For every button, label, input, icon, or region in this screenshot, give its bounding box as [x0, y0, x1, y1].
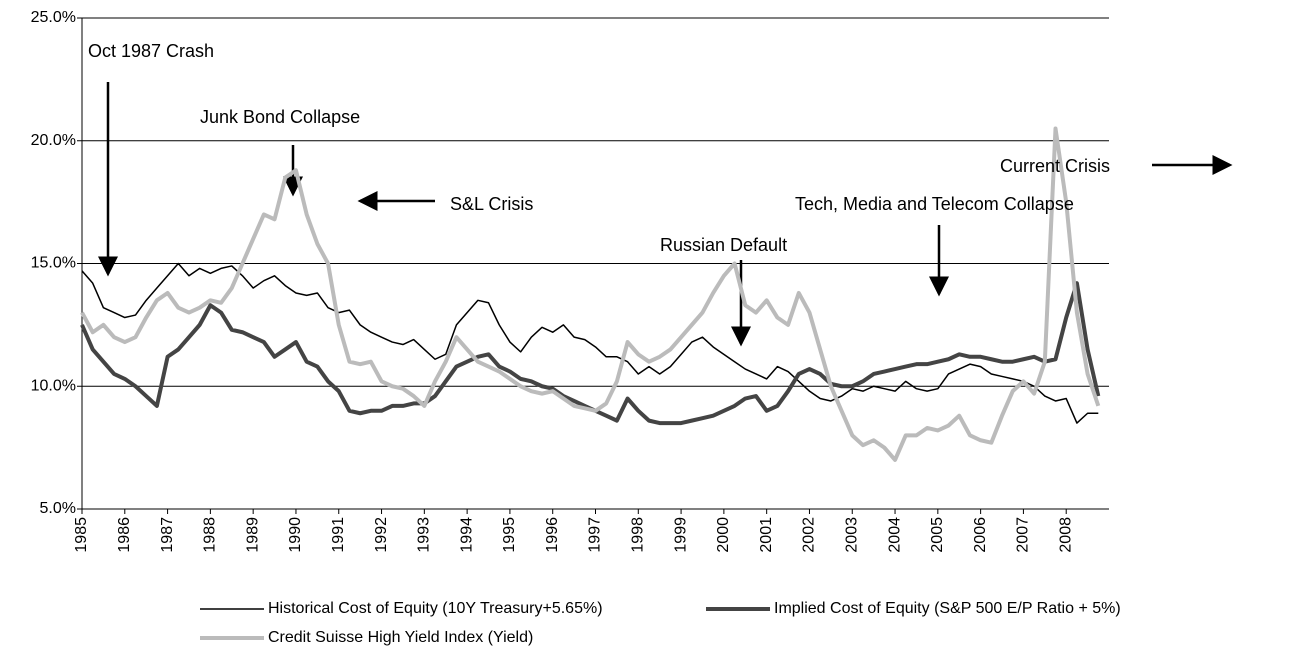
x-tick-label: 1996	[544, 517, 561, 553]
y-tick-label: 10.0%	[31, 377, 76, 394]
annotation: Russian Default	[660, 235, 787, 255]
legend-label: Implied Cost of Equity (S&P 500 E/P Rati…	[774, 600, 1121, 617]
y-tick-label: 20.0%	[31, 132, 76, 149]
x-tick-label: 1995	[501, 517, 518, 553]
x-tick-label: 1990	[287, 517, 304, 553]
x-tick-label: 2000	[715, 517, 732, 553]
x-tick-label: 2003	[843, 517, 860, 553]
x-tick-label: 1993	[416, 517, 433, 553]
x-tick-label: 1991	[330, 517, 347, 553]
x-tick-label: 1985	[73, 517, 90, 553]
x-tick-label: 1997	[587, 517, 604, 553]
x-tick-label: 1998	[630, 517, 647, 553]
x-tick-label: 1988	[202, 517, 219, 553]
x-tick-label: 1994	[458, 517, 475, 553]
annotation: Oct 1987 Crash	[88, 41, 214, 61]
y-tick-label: 5.0%	[40, 500, 76, 517]
x-tick-label: 2008	[1057, 517, 1074, 553]
series-line	[80, 281, 1101, 426]
annotation: Junk Bond Collapse	[200, 107, 360, 127]
series-line	[80, 126, 1101, 462]
x-tick-label: 1999	[672, 517, 689, 553]
x-tick-label: 2002	[801, 517, 818, 553]
annotation: Current Crisis	[1000, 156, 1110, 176]
legend-label: Historical Cost of Equity (10Y Treasury+…	[268, 600, 603, 617]
x-tick-label: 1986	[116, 517, 133, 553]
x-tick-label: 1992	[373, 517, 390, 553]
y-tick-label: 25.0%	[31, 9, 76, 26]
x-tick-label: 2006	[972, 517, 989, 553]
x-tick-label: 1987	[159, 517, 176, 553]
series-line	[81, 262, 1099, 424]
x-tick-label: 2001	[758, 517, 775, 553]
x-tick-label: 2007	[1015, 517, 1032, 553]
y-tick-label: 15.0%	[31, 255, 76, 272]
x-tick-label: 1989	[244, 517, 261, 553]
x-tick-label: 2004	[886, 517, 903, 553]
legend-label: Credit Suisse High Yield Index (Yield)	[268, 629, 533, 646]
annotation: S&L Crisis	[450, 194, 533, 214]
annotation: Tech, Media and Telecom Collapse	[795, 194, 1074, 214]
x-tick-label: 2005	[929, 517, 946, 553]
arrows	[98, 82, 1233, 347]
